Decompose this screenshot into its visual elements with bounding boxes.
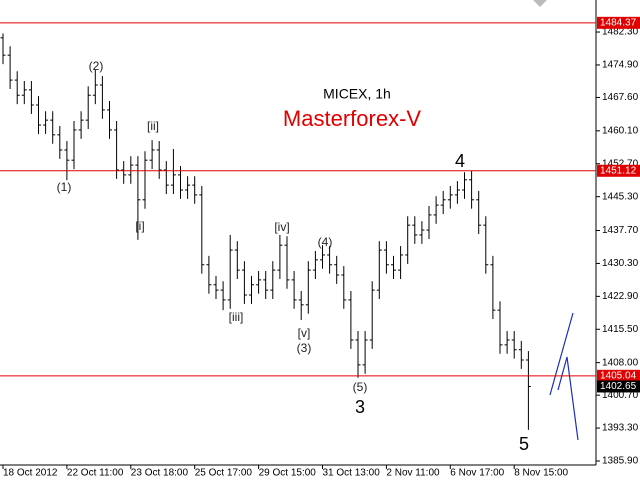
y-tick-label: 1408.00 (602, 357, 639, 368)
wave-label: [v] (298, 326, 311, 340)
last-price-label: 1402.65 (600, 381, 637, 392)
wave-label: [iii] (229, 310, 244, 324)
y-tick-label: 1437.70 (602, 225, 639, 236)
x-tick-label: 23 Oct 18:00 (131, 468, 189, 479)
x-tick-label: 29 Oct 15:00 (259, 468, 317, 479)
level-label: 1484.37 (600, 17, 637, 28)
wave-label: (1) (57, 180, 72, 194)
scroll-marker (533, 0, 547, 7)
x-tick-label: 25 Oct 17:00 (195, 468, 253, 479)
last-price-box (597, 380, 640, 393)
wave-label: (5) (353, 380, 368, 394)
projection-line (557, 356, 579, 441)
y-tick-label: 1400.70 (602, 390, 639, 401)
wave-label: [ii] (147, 119, 159, 133)
x-tick-label: 6 Nov 17:00 (450, 468, 504, 479)
wave-label: (2) (89, 59, 104, 73)
level-label: 1405.04 (600, 370, 637, 381)
y-tick-label: 1393.30 (602, 423, 639, 434)
y-tick-label: 1460.10 (602, 125, 639, 136)
wave-label: [iv] (274, 220, 289, 234)
y-tick-label: 1385.90 (602, 456, 639, 467)
y-tick-label: 1467.60 (602, 92, 639, 103)
chart-subtitle: Masterforex-V (283, 106, 421, 131)
wave-label: 3 (355, 397, 365, 417)
level-label-box (597, 16, 640, 29)
y-tick-label: 1430.30 (602, 258, 639, 269)
y-tick-label: 1415.50 (602, 324, 639, 335)
y-tick-label: 1474.90 (602, 60, 639, 71)
chart-title: MICEX, 1h (323, 86, 391, 102)
projection-line (549, 312, 574, 396)
wave-label: (4) (318, 235, 333, 249)
x-tick-label: 18 Oct 2012 (3, 468, 58, 479)
x-tick-label: 22 Oct 11:00 (67, 468, 124, 479)
x-tick-label: 31 Oct 13:00 (323, 468, 381, 479)
level-label-box (597, 369, 640, 382)
level-label: 1451.12 (600, 165, 637, 176)
y-tick-label: 1445.30 (602, 191, 639, 202)
wave-label: (3) (297, 341, 312, 355)
wave-label: 5 (519, 434, 529, 454)
wave-label: 4 (455, 151, 465, 171)
wave-label: [i] (135, 219, 144, 233)
y-tick-label: 1422.90 (602, 291, 639, 302)
y-tick-label: 1482.30 (602, 27, 639, 38)
level-label-box (597, 164, 640, 177)
x-tick-label: 2 Nov 11:00 (386, 468, 440, 479)
x-tick-label: 8 Nov 15:00 (514, 468, 568, 479)
y-tick-label: 1452.70 (602, 158, 639, 169)
